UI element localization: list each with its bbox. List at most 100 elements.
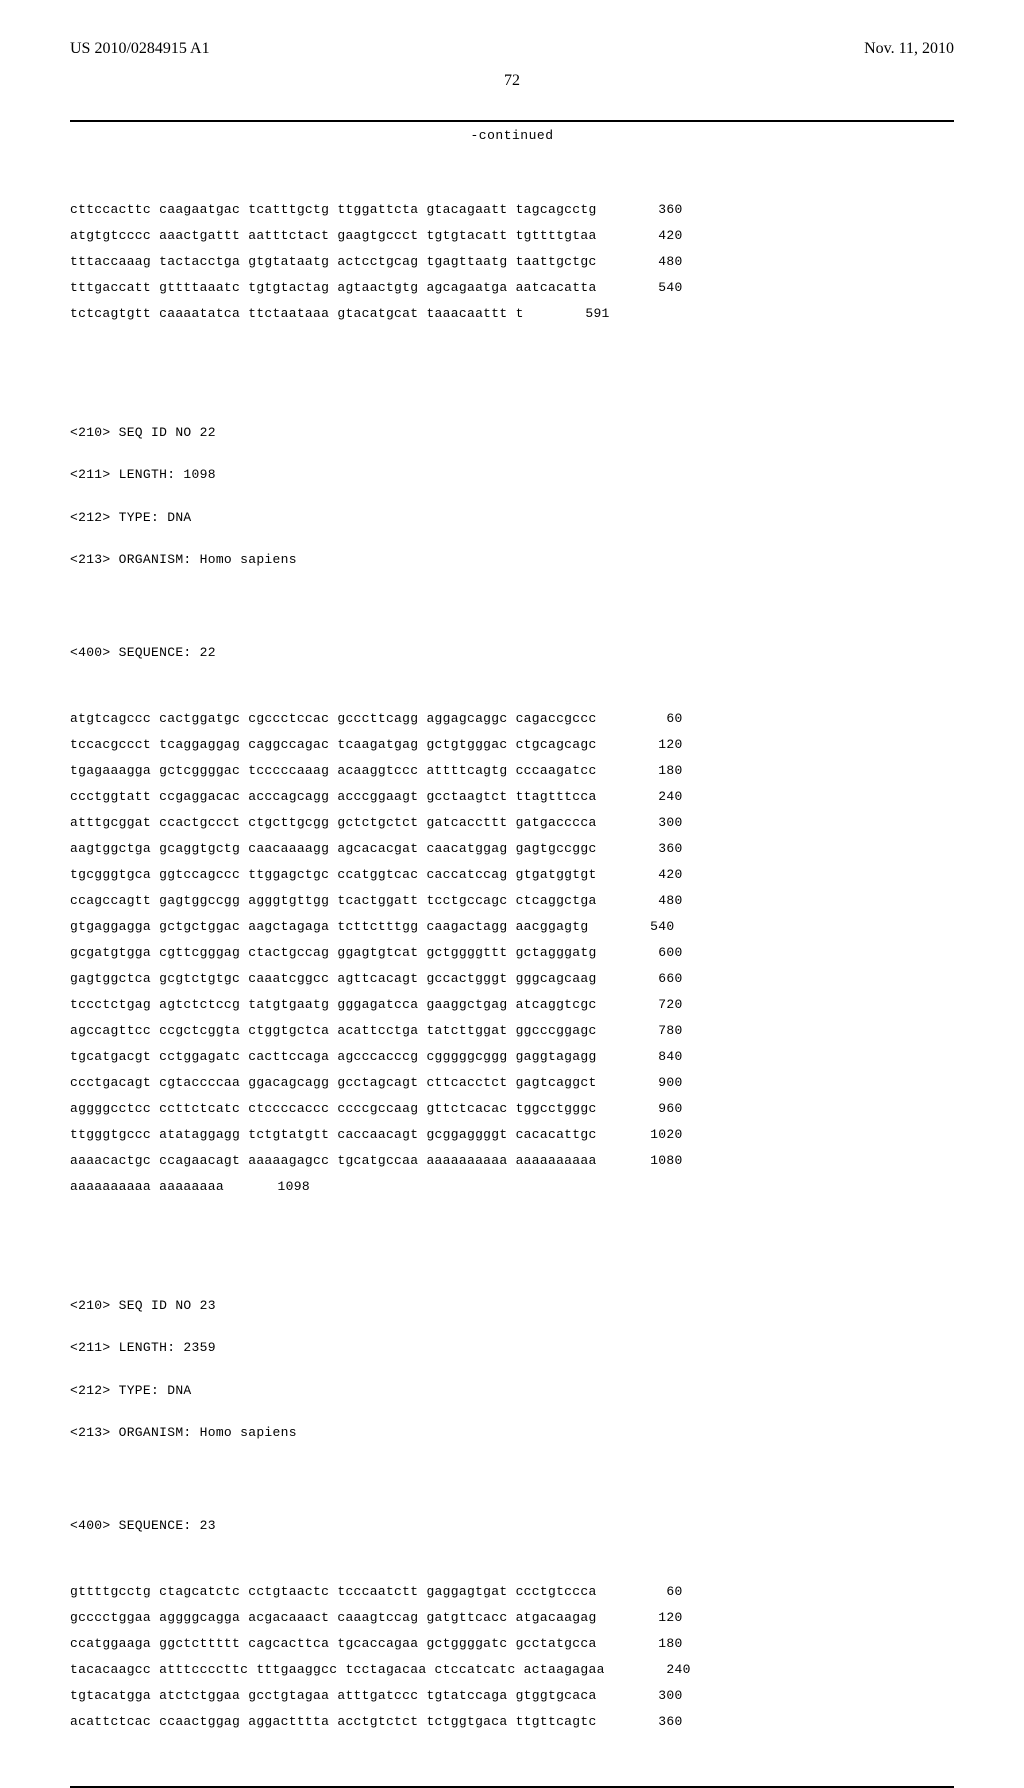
- sequence-text: atgtcagccc cactggatgc cgccctccac gcccttc…: [70, 712, 597, 725]
- sequence-line: tgcgggtgca ggtccagccc ttggagctgc ccatggt…: [70, 868, 954, 881]
- sequence-position: 840: [627, 1050, 683, 1063]
- sequence-position: 360: [627, 203, 683, 216]
- meta-line: <213> ORGANISM: Homo sapiens: [70, 1425, 954, 1441]
- seq-block-23: gttttgcctg ctagcatctc cctgtaactc tcccaat…: [70, 1585, 954, 1728]
- meta-line: <213> ORGANISM: Homo sapiens: [70, 552, 954, 568]
- sequence-line: gtgaggagga gctgctggac aagctagaga tcttctt…: [70, 920, 954, 933]
- sequence-line: gcgatgtgga cgttcgggag ctactgccag ggagtgt…: [70, 946, 954, 959]
- sequence-position: 180: [627, 1637, 683, 1650]
- meta-line: <212> TYPE: DNA: [70, 1383, 954, 1399]
- sequence-text: gagtggctca gcgtctgtgc caaatcggcc agttcac…: [70, 972, 597, 985]
- meta-line: <211> LENGTH: 1098: [70, 467, 954, 483]
- sequence-line: ccctgacagt cgtaccccaa ggacagcagg gcctagc…: [70, 1076, 954, 1089]
- sequence-line: tacacaagcc atttccccttc tttgaaggcc tcctag…: [70, 1663, 954, 1676]
- seq-block-22: atgtcagccc cactggatgc cgccctccac gcccttc…: [70, 712, 954, 1193]
- page-number: 72: [70, 72, 954, 90]
- sequence-line: tgcatgacgt cctggagatc cacttccaga agcccac…: [70, 1050, 954, 1063]
- continued-label: -continued: [70, 128, 954, 143]
- sequence-label: <400> SEQUENCE: 22: [70, 646, 954, 659]
- sequence-text: tgcgggtgca ggtccagccc ttggagctgc ccatggt…: [70, 868, 597, 881]
- sequence-text: tgtacatgga atctctggaa gcctgtagaa atttgat…: [70, 1689, 597, 1702]
- sequence-position: 660: [627, 972, 683, 985]
- sequence-line: gttttgcctg ctagcatctc cctgtaactc tcccaat…: [70, 1585, 954, 1598]
- sequence-position: 1080: [627, 1154, 683, 1167]
- sequence-position: 720: [627, 998, 683, 1011]
- sequence-text: ccctgacagt cgtaccccaa ggacagcagg gcctagc…: [70, 1076, 597, 1089]
- sequence-text: aaaacactgc ccagaacagt aaaaagagcc tgcatgc…: [70, 1154, 597, 1167]
- meta-line: <211> LENGTH: 2359: [70, 1340, 954, 1356]
- sequence-position: 420: [627, 868, 683, 881]
- sequence-position: 420: [627, 229, 683, 242]
- sequence-text: agccagttcc ccgctcggta ctggtgctca acattcc…: [70, 1024, 597, 1037]
- sequence-text: cttccacttc caagaatgac tcatttgctg ttggatt…: [70, 203, 597, 216]
- sequence-text: tacacaagcc atttccccttc tttgaaggcc tcctag…: [70, 1663, 605, 1676]
- sequence-position: 120: [627, 1611, 683, 1624]
- sequence-position: 780: [627, 1024, 683, 1037]
- sequence-text: tgagaaagga gctcggggac tcccccaaag acaaggt…: [70, 764, 597, 777]
- sequence-line: tccacgccct tcaggaggag caggccagac tcaagat…: [70, 738, 954, 751]
- sequence-line: gagtggctca gcgtctgtgc caaatcggcc agttcac…: [70, 972, 954, 985]
- seq-meta-22: <210> SEQ ID NO 22 <211> LENGTH: 1098 <2…: [70, 399, 954, 594]
- sequence-line: aggggcctcc ccttctcatc ctccccaccc ccccgcc…: [70, 1102, 954, 1115]
- sequence-text: tttgaccatt gttttaaatc tgtgtactag agtaact…: [70, 281, 597, 294]
- sequence-position: 120: [627, 738, 683, 751]
- sequence-position: 480: [627, 894, 683, 907]
- meta-line: <212> TYPE: DNA: [70, 510, 954, 526]
- sequence-position: 1020: [627, 1128, 683, 1141]
- sequence-position: 60: [627, 712, 683, 725]
- sequence-line: ccagccagtt gagtggccgg agggtgttgg tcactgg…: [70, 894, 954, 907]
- publication-date: Nov. 11, 2010: [864, 40, 954, 58]
- sequence-line: ccatggaaga ggctcttttt cagcacttca tgcacca…: [70, 1637, 954, 1650]
- sequence-line: tgtacatgga atctctggaa gcctgtagaa atttgat…: [70, 1689, 954, 1702]
- sequence-position: 600: [627, 946, 683, 959]
- sequence-text: gttttgcctg ctagcatctc cctgtaactc tcccaat…: [70, 1585, 597, 1598]
- sequence-line: tccctctgag agtctctccg tatgtgaatg gggagat…: [70, 998, 954, 1011]
- sequence-text: aggggcctcc ccttctcatc ctccccaccc ccccgcc…: [70, 1102, 597, 1115]
- publication-number: US 2010/0284915 A1: [70, 40, 210, 58]
- sequence-line: tctcagtgtt caaaatatca ttctaataaa gtacatg…: [70, 307, 954, 320]
- sequence-position: 591: [554, 307, 610, 320]
- sequence-text: tctcagtgtt caaaatatca ttctaataaa gtacatg…: [70, 307, 524, 320]
- sequence-position: 360: [627, 1715, 683, 1728]
- page: US 2010/0284915 A1 Nov. 11, 2010 72 -con…: [0, 0, 1024, 1320]
- seq-block-continued: cttccacttc caagaatgac tcatttgctg ttggatt…: [70, 203, 954, 320]
- sequence-line: atttgcggat ccactgccct ctgcttgcgg gctctgc…: [70, 816, 954, 829]
- sequence-listing: -continued cttccacttc caagaatgac tcatttg…: [70, 120, 954, 1788]
- sequence-position: 300: [627, 1689, 683, 1702]
- sequence-position: 540: [618, 920, 674, 933]
- sequence-line: atgtcagccc cactggatgc cgccctccac gcccttc…: [70, 712, 954, 725]
- running-header: US 2010/0284915 A1 Nov. 11, 2010: [70, 40, 954, 58]
- sequence-text: gtgaggagga gctgctggac aagctagaga tcttctt…: [70, 920, 588, 933]
- seq-meta-23: <210> SEQ ID NO 23 <211> LENGTH: 2359 <2…: [70, 1272, 954, 1467]
- sequence-position: 240: [635, 1663, 691, 1676]
- sequence-body: cttccacttc caagaatgac tcatttgctg ttggatt…: [70, 151, 954, 1780]
- sequence-line: tgagaaagga gctcggggac tcccccaaag acaaggt…: [70, 764, 954, 777]
- sequence-text: acattctcac ccaactggag aggactttta acctgtc…: [70, 1715, 597, 1728]
- sequence-text: atgtgtcccc aaactgattt aatttctact gaagtgc…: [70, 229, 597, 242]
- sequence-line: acattctcac ccaactggag aggactttta acctgtc…: [70, 1715, 954, 1728]
- sequence-position: 1098: [254, 1180, 310, 1193]
- sequence-label: <400> SEQUENCE: 23: [70, 1519, 954, 1532]
- sequence-line: aaaaaaaaaa aaaaaaaa 1098: [70, 1180, 954, 1193]
- sequence-position: 960: [627, 1102, 683, 1115]
- sequence-text: atttgcggat ccactgccct ctgcttgcgg gctctgc…: [70, 816, 597, 829]
- sequence-line: ccctggtatt ccgaggacac acccagcagg acccgga…: [70, 790, 954, 803]
- sequence-text: tttaccaaag tactacctga gtgtataatg actcctg…: [70, 255, 597, 268]
- meta-line: <210> SEQ ID NO 22: [70, 425, 954, 441]
- meta-line: <210> SEQ ID NO 23: [70, 1298, 954, 1314]
- sequence-position: 60: [627, 1585, 683, 1598]
- sequence-text: aaaaaaaaaa aaaaaaaa: [70, 1180, 224, 1193]
- sequence-text: tccacgccct tcaggaggag caggccagac tcaagat…: [70, 738, 597, 751]
- sequence-text: aagtggctga gcaggtgctg caacaaaagg agcacac…: [70, 842, 597, 855]
- sequence-line: atgtgtcccc aaactgattt aatttctact gaagtgc…: [70, 229, 954, 242]
- sequence-line: cttccacttc caagaatgac tcatttgctg ttggatt…: [70, 203, 954, 216]
- sequence-text: gcgatgtgga cgttcgggag ctactgccag ggagtgt…: [70, 946, 597, 959]
- sequence-text: ccctggtatt ccgaggacac acccagcagg acccgga…: [70, 790, 597, 803]
- sequence-line: ttgggtgccc atataggagg tctgtatgtt caccaac…: [70, 1128, 954, 1141]
- sequence-position: 300: [627, 816, 683, 829]
- sequence-text: ttgggtgccc atataggagg tctgtatgtt caccaac…: [70, 1128, 597, 1141]
- sequence-position: 480: [627, 255, 683, 268]
- sequence-text: tgcatgacgt cctggagatc cacttccaga agcccac…: [70, 1050, 597, 1063]
- sequence-text: tccctctgag agtctctccg tatgtgaatg gggagat…: [70, 998, 597, 1011]
- sequence-line: aagtggctga gcaggtgctg caacaaaagg agcacac…: [70, 842, 954, 855]
